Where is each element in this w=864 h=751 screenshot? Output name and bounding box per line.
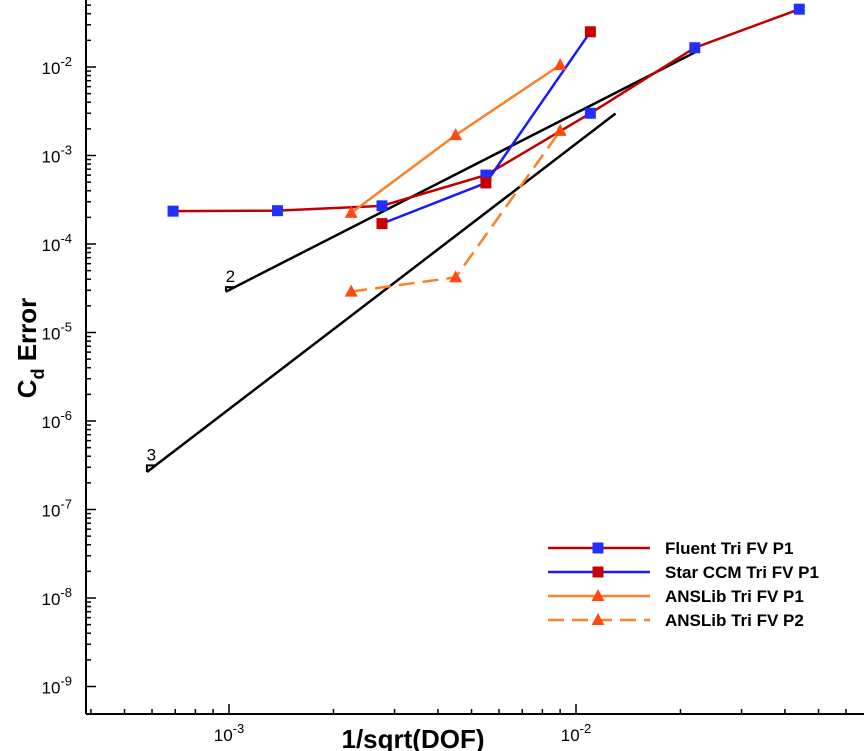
y-tick-label: 10-2	[42, 54, 72, 78]
data-point-marker	[449, 128, 463, 141]
axes: 10-9 10-8 10-7 10-6 10-5 10-4 10-3 10-2 10-3 10-2…	[12, 0, 864, 751]
series-markers	[167, 3, 805, 297]
data-point-marker	[584, 107, 596, 119]
data-point-marker	[793, 3, 805, 15]
slope-guide-line	[225, 49, 699, 293]
slope-label: 2	[226, 267, 235, 286]
slope-guides: 23	[145, 49, 699, 474]
x-tick-label: 10-3	[214, 721, 244, 745]
legend: Fluent Tri FV P1 Star CCM Tri FV P1 ANSLib…	[548, 539, 819, 630]
y-tick-label: 10-7	[42, 497, 72, 521]
data-point-marker	[480, 177, 492, 189]
data-point-marker	[449, 270, 463, 283]
data-point-marker	[591, 589, 605, 601]
data-point-marker	[592, 566, 604, 578]
data-point-marker	[584, 26, 596, 38]
data-point-marker	[167, 205, 179, 217]
slope-triangle	[145, 464, 156, 473]
y-tick-label: 10-4	[42, 231, 72, 255]
data-point-marker	[376, 200, 388, 212]
legend-label: Fluent Tri FV P1	[665, 539, 793, 558]
data-point-marker	[480, 169, 492, 181]
y-tick-label: 10-6	[42, 408, 72, 432]
legend-label: ANSLib Tri FV P2	[665, 611, 804, 630]
data-point-marker	[689, 42, 701, 54]
y-tick-label: 10-8	[42, 585, 72, 609]
legend-label: Star CCM Tri FV P1	[665, 563, 819, 582]
slope-triangle	[224, 286, 235, 292]
data-point-marker	[344, 205, 358, 218]
y-tick-label: 10-5	[42, 320, 72, 344]
slope-guide-line	[146, 112, 617, 474]
data-point-marker	[591, 613, 605, 625]
slope-label: 3	[147, 445, 156, 464]
data-point-marker	[553, 58, 567, 71]
y-tick-label: 10-9	[42, 674, 72, 698]
y-axis-title: Cd Error	[12, 298, 48, 399]
x-tick-label: 10-2	[561, 721, 591, 745]
x-axis-title: 1/sqrt(DOF)	[342, 724, 485, 751]
data-point-marker	[272, 205, 284, 217]
series-lines	[173, 8, 800, 293]
y-tick-label: 10-3	[42, 143, 72, 167]
data-point-marker	[344, 284, 358, 297]
legend-label: ANSLib Tri FV P1	[665, 587, 804, 606]
data-point-marker	[376, 218, 388, 230]
data-point-marker	[592, 542, 604, 554]
data-point-marker	[553, 123, 567, 136]
